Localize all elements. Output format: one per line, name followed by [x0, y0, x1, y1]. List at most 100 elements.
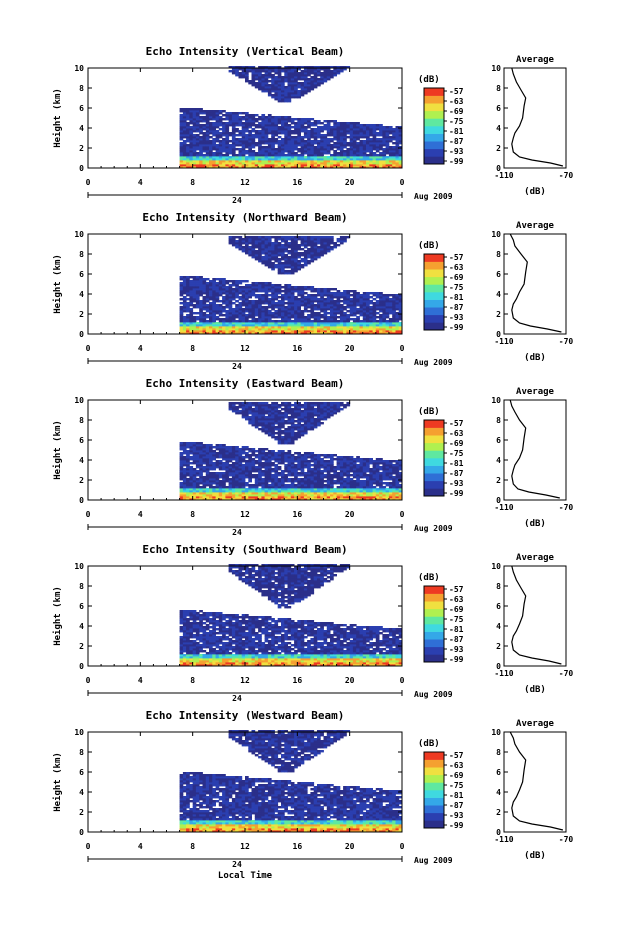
heatmap-cell: [241, 156, 246, 159]
heatmap-cell: [343, 146, 347, 149]
heatmap-cell: [241, 116, 246, 119]
heatmap-cell: [218, 498, 223, 501]
heatmap-cell: [202, 482, 207, 485]
heatmap-cell: [271, 414, 275, 417]
heatmap-cell: [271, 164, 275, 167]
heatmap-cell: [297, 246, 301, 249]
heatmap-cell: [179, 326, 184, 329]
heatmap-cell: [290, 256, 295, 259]
heatmap-cell: [366, 296, 370, 299]
heatmap-cell: [222, 154, 226, 157]
heatmap-cell: [212, 452, 216, 455]
heatmap-cell: [323, 332, 328, 335]
heatmap-cell: [339, 316, 344, 319]
heatmap-cell: [356, 132, 360, 135]
heatmap-cell: [205, 124, 210, 127]
heatmap-cell: [267, 432, 272, 435]
heatmap-cell: [241, 146, 246, 149]
heatmap-cell: [225, 280, 230, 283]
heatmap-cell: [212, 310, 216, 313]
heatmap-cell: [215, 498, 220, 501]
heatmap-cell: [366, 308, 370, 311]
heatmap-cell: [215, 140, 220, 143]
heatmap-cell: [235, 460, 239, 463]
heatmap-cell: [277, 290, 282, 293]
heatmap-cell: [274, 118, 279, 121]
heatmap-cell: [254, 288, 259, 291]
heatmap-cell: [209, 296, 213, 299]
heatmap-cell: [323, 244, 328, 247]
heatmap-cell: [258, 164, 262, 167]
heatmap-cell: [261, 164, 266, 167]
heatmap-cell: [199, 496, 203, 499]
heatmap-cell: [336, 124, 341, 127]
heatmap-cell: [303, 330, 308, 333]
heatmap-cell: [202, 112, 207, 115]
heatmap-cell: [281, 96, 285, 99]
heatmap-cell: [300, 332, 305, 335]
heatmap-cell: [235, 332, 239, 335]
heatmap-cell: [261, 132, 266, 135]
heatmap-cell: [382, 166, 387, 169]
heatmap-cell: [195, 466, 200, 469]
heatmap-cell: [179, 292, 184, 295]
heatmap-cell: [235, 244, 239, 247]
heatmap-cell: [267, 332, 272, 335]
colorbar-swatch: [424, 88, 444, 96]
heatmap-cell: [238, 468, 243, 471]
heatmap-cell: [251, 330, 256, 333]
heatmap-cell: [251, 130, 256, 133]
heatmap-cell: [254, 78, 259, 81]
heatmap-cell: [261, 284, 266, 287]
heatmap-cell: [333, 324, 337, 327]
heatmap-cell: [212, 112, 216, 115]
heatmap-cell: [212, 116, 216, 119]
heatmap-cell: [179, 442, 184, 445]
heatmap-cell: [362, 160, 367, 163]
heatmap-cell: [300, 254, 305, 257]
heatmap-cell: [313, 128, 318, 131]
heatmap-cell: [356, 302, 360, 305]
heatmap-cell: [182, 302, 187, 305]
heatmap-cell: [222, 126, 226, 129]
heatmap-cell: [271, 166, 275, 169]
heatmap-cell: [281, 246, 285, 249]
heatmap-cell: [251, 410, 256, 413]
heatmap-cell: [274, 482, 279, 485]
heatmap-cell: [195, 486, 200, 489]
heatmap-cell: [258, 298, 262, 301]
heatmap-cell: [284, 294, 288, 297]
heatmap-cell: [267, 430, 272, 433]
profile-title: Average: [516, 55, 555, 65]
heatmap-cell: [284, 250, 288, 253]
heatmap-cell: [248, 422, 252, 425]
heatmap-cell: [254, 72, 259, 75]
heatmap-cell: [182, 276, 187, 279]
heatmap-cell: [287, 84, 292, 87]
heatmap-cell: [333, 300, 337, 303]
heatmap-cell: [349, 314, 354, 317]
heatmap-cell: [271, 158, 275, 161]
x-tick-label: 4: [138, 178, 143, 187]
heatmap-cell: [303, 244, 308, 247]
heatmap-cell: [379, 152, 383, 155]
heatmap-cell: [343, 290, 347, 293]
heatmap-cell: [277, 144, 282, 147]
heatmap-cell: [238, 458, 243, 461]
heatmap-cell: [303, 264, 308, 267]
heatmap-cell: [271, 96, 275, 99]
heatmap-cell: [186, 474, 190, 477]
heatmap-cell: [274, 244, 279, 247]
heatmap-cell: [235, 296, 239, 299]
heatmap-cell: [215, 490, 220, 493]
heatmap-cell: [254, 414, 259, 417]
heatmap-cell: [339, 308, 344, 311]
heatmap-cell: [333, 294, 337, 297]
heatmap-cell: [251, 464, 256, 467]
heatmap-cell: [212, 166, 216, 169]
heatmap-cell: [294, 250, 298, 253]
heatmap-cell: [352, 324, 357, 327]
heatmap-cell: [264, 282, 269, 285]
heatmap-cell: [218, 150, 223, 153]
heatmap-cell: [326, 294, 331, 297]
